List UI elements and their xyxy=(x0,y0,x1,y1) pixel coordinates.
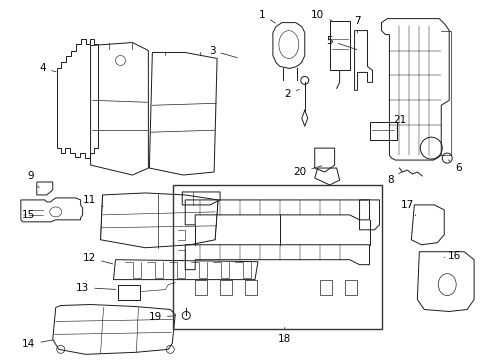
Text: 18: 18 xyxy=(278,328,291,345)
Text: 6: 6 xyxy=(447,160,461,173)
Text: 10: 10 xyxy=(310,10,331,21)
Text: 19: 19 xyxy=(148,312,175,323)
Text: 21: 21 xyxy=(392,115,405,128)
Text: 20: 20 xyxy=(293,166,322,177)
Bar xyxy=(118,285,140,300)
Text: 17: 17 xyxy=(400,200,415,216)
Text: 12: 12 xyxy=(83,253,113,264)
Text: 1: 1 xyxy=(258,10,275,23)
Text: 13: 13 xyxy=(76,283,116,293)
Text: 16: 16 xyxy=(443,251,460,261)
Bar xyxy=(369,122,397,140)
Text: 8: 8 xyxy=(386,172,401,185)
Bar xyxy=(329,21,349,71)
Text: 7: 7 xyxy=(353,15,360,33)
Text: 4: 4 xyxy=(40,63,56,73)
Bar xyxy=(173,185,382,329)
Text: 2: 2 xyxy=(284,89,299,99)
Text: 3: 3 xyxy=(208,45,237,58)
Text: 5: 5 xyxy=(325,36,356,50)
Text: 15: 15 xyxy=(22,210,36,220)
Text: 11: 11 xyxy=(83,195,103,207)
Text: 14: 14 xyxy=(22,339,53,349)
Text: 9: 9 xyxy=(27,171,39,188)
